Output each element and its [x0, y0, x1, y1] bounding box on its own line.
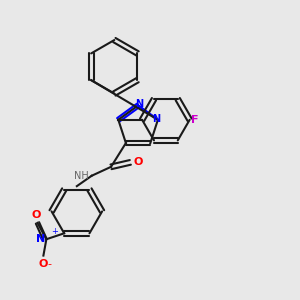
Text: O: O: [39, 259, 48, 269]
Text: +: +: [51, 227, 58, 236]
Text: F: F: [191, 115, 199, 125]
Text: N: N: [136, 99, 144, 109]
Text: O: O: [31, 210, 41, 220]
Text: -: -: [48, 260, 52, 269]
Text: O: O: [133, 158, 143, 167]
Text: N: N: [152, 114, 160, 124]
Text: NH: NH: [74, 171, 89, 181]
Text: N: N: [36, 234, 45, 244]
